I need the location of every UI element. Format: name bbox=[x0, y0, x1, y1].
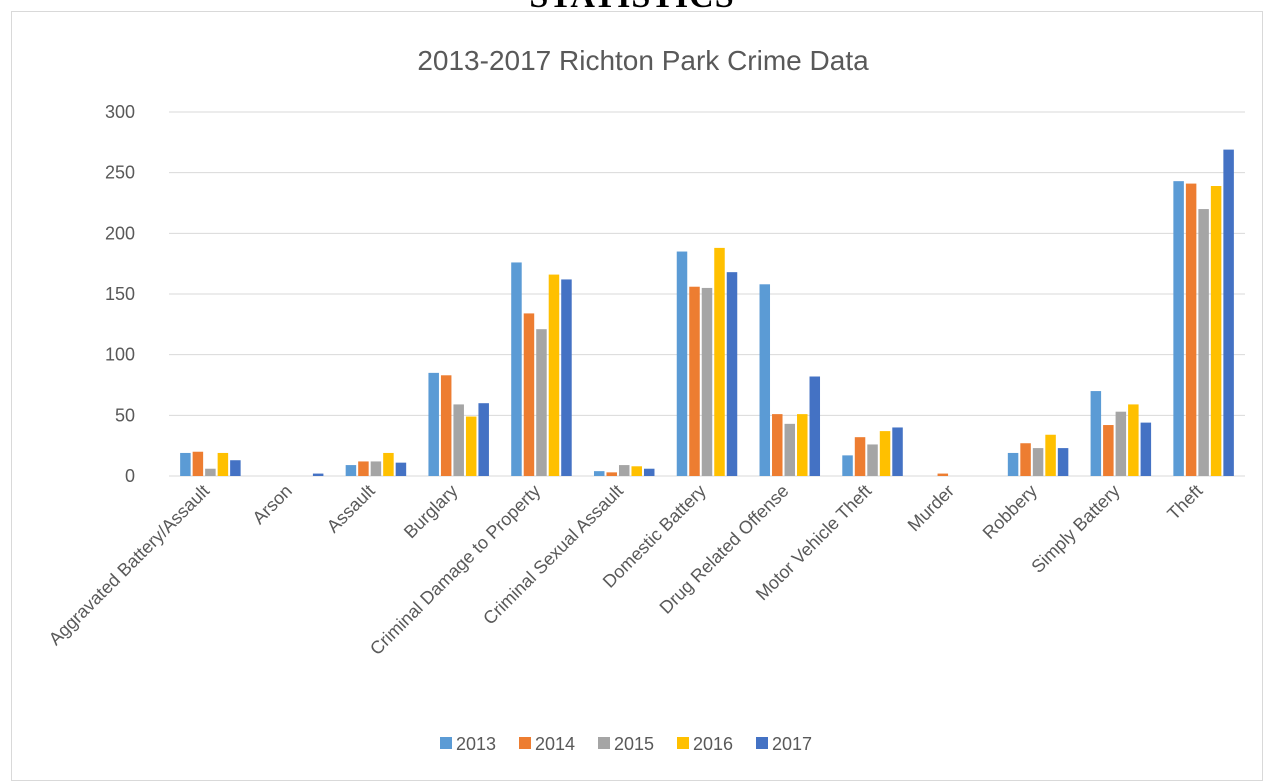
bar-2014 bbox=[523, 313, 535, 476]
x-tick-label: Robbery bbox=[979, 481, 1041, 543]
bar-2013 bbox=[1090, 391, 1102, 476]
bar-2015 bbox=[1032, 448, 1044, 476]
x-tick-label: Murder bbox=[904, 481, 958, 535]
bar-2017 bbox=[312, 473, 324, 476]
bar-2014 bbox=[689, 286, 700, 476]
legend-label: 2013 bbox=[456, 734, 496, 754]
legend-label: 2014 bbox=[535, 734, 575, 754]
bar-2014 bbox=[358, 461, 369, 476]
x-tick-label: Arson bbox=[249, 481, 296, 528]
bar-2017 bbox=[726, 272, 738, 476]
bar-2015 bbox=[453, 404, 464, 476]
x-tick-label: Assault bbox=[323, 481, 379, 537]
bar-2013 bbox=[1007, 452, 1019, 476]
bar-2015 bbox=[701, 287, 713, 476]
bar-2017 bbox=[1057, 448, 1069, 476]
x-axis-labels: Aggravated Battery/Assault Arson Assault Bu… bbox=[45, 481, 1207, 659]
x-tick-label: Criminal Damage to Property bbox=[366, 481, 544, 659]
bar-2016 bbox=[548, 274, 560, 476]
bar-2013 bbox=[180, 452, 191, 476]
bar-2014 bbox=[192, 451, 204, 476]
bar-2014 bbox=[1185, 183, 1197, 476]
bar-2015 bbox=[205, 468, 216, 476]
legend-swatch bbox=[677, 737, 689, 749]
legend-swatch bbox=[756, 737, 768, 749]
x-tick-label: Burglary bbox=[400, 481, 462, 543]
y-tick-label: 150 bbox=[105, 284, 135, 304]
bar-2015 bbox=[1115, 411, 1127, 476]
bar-2014 bbox=[854, 437, 866, 476]
legend-swatch bbox=[598, 737, 610, 749]
legend-label: 2017 bbox=[772, 734, 812, 754]
bar-2013 bbox=[593, 471, 605, 476]
bar-2017 bbox=[809, 376, 821, 476]
bar-2016 bbox=[797, 414, 808, 476]
bar-2015 bbox=[370, 461, 382, 476]
bar-2015 bbox=[1198, 209, 1209, 477]
bar-2013 bbox=[1173, 181, 1184, 476]
bar-2013 bbox=[428, 372, 439, 476]
bar-2017 bbox=[478, 403, 489, 476]
x-tick-label: Aggravated Battery/Assault bbox=[45, 481, 213, 649]
x-tick-label: Criminal Sexual Assault bbox=[479, 481, 627, 629]
y-axis-ticks: 0 50 100 150 200 250 300 bbox=[105, 102, 135, 486]
bar-2014 bbox=[606, 472, 617, 476]
x-tick-label: Simply Battery bbox=[1027, 481, 1123, 577]
bar-2017 bbox=[230, 460, 241, 476]
bar-2016 bbox=[217, 452, 229, 476]
bar-2017 bbox=[561, 279, 572, 476]
bars bbox=[180, 149, 1234, 477]
bar-2017 bbox=[892, 427, 903, 476]
bar-2013 bbox=[511, 262, 522, 476]
y-tick-label: 0 bbox=[125, 466, 135, 486]
chart-area: 2013-2017 Richton Park Crime Data 0 50 100… bbox=[11, 11, 1263, 781]
bar-2015 bbox=[867, 444, 878, 476]
chart-title: 2013-2017 Richton Park Crime Data bbox=[417, 45, 869, 76]
bar-2017 bbox=[1140, 422, 1152, 476]
bar-2017 bbox=[643, 468, 655, 476]
bar-2016 bbox=[714, 247, 725, 476]
bar-2014 bbox=[440, 375, 452, 476]
bar-2015 bbox=[536, 329, 547, 476]
bar-2016 bbox=[1210, 186, 1222, 476]
bar-2016 bbox=[1045, 434, 1056, 476]
bar-2014 bbox=[772, 414, 783, 476]
bar-chart: 2013-2017 Richton Park Crime Data 0 50 100… bbox=[45, 45, 1245, 754]
bar-2014 bbox=[1103, 425, 1114, 476]
legend-swatch bbox=[519, 737, 531, 749]
bar-2017 bbox=[1223, 149, 1234, 476]
bar-2016 bbox=[383, 452, 394, 476]
legend: 2013 2014 2015 2016 2017 bbox=[440, 734, 812, 754]
bar-2013 bbox=[759, 284, 771, 476]
bar-2013 bbox=[842, 455, 853, 476]
bar-2016 bbox=[1128, 404, 1139, 476]
legend-label: 2016 bbox=[693, 734, 733, 754]
bar-2013 bbox=[676, 251, 688, 476]
bar-2014 bbox=[937, 473, 949, 476]
bar-2017 bbox=[395, 462, 407, 476]
bar-2013 bbox=[345, 465, 357, 476]
bar-2015 bbox=[784, 423, 796, 476]
y-tick-label: 200 bbox=[105, 223, 135, 243]
y-tick-label: 100 bbox=[105, 345, 135, 365]
bar-2016 bbox=[879, 431, 891, 476]
y-tick-label: 50 bbox=[115, 405, 135, 425]
bar-2014 bbox=[1020, 443, 1031, 476]
y-tick-label: 250 bbox=[105, 163, 135, 183]
legend-label: 2015 bbox=[614, 734, 654, 754]
y-tick-label: 300 bbox=[105, 102, 135, 122]
bar-2016 bbox=[465, 416, 477, 476]
bar-2015 bbox=[618, 465, 630, 476]
x-tick-label: Theft bbox=[1163, 481, 1206, 524]
legend-swatch bbox=[440, 737, 452, 749]
bar-2016 bbox=[631, 466, 642, 476]
